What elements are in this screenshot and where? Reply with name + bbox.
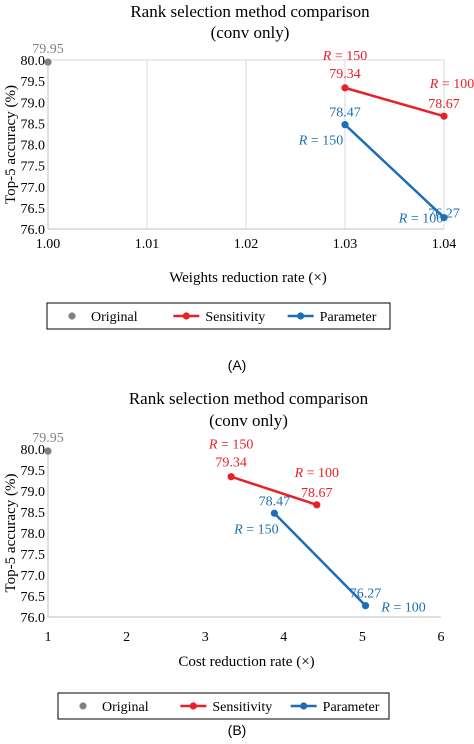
- chart-title: (conv only): [209, 411, 288, 430]
- rank-label-parameter: R = 150: [233, 522, 278, 537]
- x-tick-label: 1.03: [333, 237, 358, 252]
- series-line-parameter: [344, 123, 445, 219]
- data-label-parameter: 78.47: [329, 106, 361, 121]
- legend-marker-parameter: [300, 702, 308, 710]
- y-tick-label: 78.0: [21, 527, 46, 542]
- rank-label-parameter: R = 100: [398, 212, 443, 227]
- x-tick-label: 1.04: [432, 237, 457, 252]
- data-label-original: 79.95: [32, 431, 64, 446]
- data-label-sensitivity: 78.67: [428, 97, 460, 112]
- chart-panel-a: Rank selection method comparison (conv on…: [3, 2, 474, 373]
- legend-label-sensitivity: Sensitivity: [205, 310, 265, 325]
- series-line-parameter: [273, 512, 367, 607]
- y-tick-label: 79.5: [21, 464, 46, 479]
- y-tick-label: 76.5: [21, 202, 46, 217]
- x-tick-label: 1.02: [234, 237, 259, 252]
- x-axis-label: Cost reduction rate (×): [178, 654, 314, 670]
- data-label-parameter: 76.27: [428, 207, 460, 222]
- legend-marker-original: [79, 702, 87, 710]
- rank-label-sensitivity: R = 100: [294, 466, 339, 481]
- legend-marker-original: [68, 312, 76, 320]
- rank-label-parameter: R = 100: [380, 601, 425, 616]
- x-axis-label: Weights reduction rate (×): [169, 270, 327, 286]
- legend-marker-sensitivity: [189, 702, 197, 710]
- legend-marker-sensitivity: [182, 312, 190, 320]
- data-point-original: [44, 58, 52, 66]
- chart-panel-b: Rank selection method comparison (conv on…: [3, 389, 445, 738]
- data-label-sensitivity: 79.34: [329, 67, 361, 82]
- legend-label-original: Original: [102, 700, 149, 715]
- x-tick-label: 3: [202, 630, 209, 645]
- data-point-parameter: [270, 509, 278, 517]
- y-tick-label: 79.0: [21, 96, 46, 111]
- data-point-original: [44, 447, 52, 455]
- data-point-parameter: [361, 602, 370, 610]
- y-tick-label: 77.0: [21, 569, 46, 584]
- y-tick-label: 79.0: [21, 485, 46, 500]
- rank-label-sensitivity: R = 150: [208, 438, 253, 453]
- rank-label-sensitivity: R = 100: [429, 77, 474, 92]
- data-point-parameter: [341, 121, 349, 129]
- y-tick-label: 76.0: [21, 223, 46, 238]
- legend: Original Sensitivity Parameter: [46, 302, 391, 330]
- x-tick-label: 2: [123, 630, 130, 645]
- y-tick-label: 77.5: [21, 548, 46, 563]
- legend-box: [57, 692, 390, 720]
- chart-title: Rank selection method comparison: [129, 389, 369, 408]
- x-tick-label: 1.00: [36, 237, 61, 252]
- y-tick-label: 76.0: [21, 611, 46, 626]
- x-tick-label: 6: [438, 630, 445, 645]
- panel-label: (B): [228, 722, 247, 738]
- y-tick-label: 79.5: [21, 75, 46, 90]
- y-axis-label: Top-5 accuracy (%): [3, 85, 19, 204]
- x-tick-label: 5: [359, 630, 366, 645]
- data-label-parameter: 76.27: [350, 587, 382, 602]
- data-point-sensitivity: [341, 84, 349, 92]
- legend-box: [46, 302, 391, 330]
- rank-label-sensitivity: R = 150: [322, 49, 367, 64]
- legend-label-parameter: Parameter: [320, 310, 377, 325]
- legend-label-sensitivity: Sensitivity: [212, 700, 272, 715]
- data-point-sensitivity: [313, 501, 321, 509]
- chart-title: (conv only): [211, 23, 290, 42]
- data-point-parameter: [440, 213, 448, 222]
- x-tick-label: 1.01: [135, 237, 160, 252]
- data-label-parameter: 78.47: [259, 494, 291, 509]
- series-line-sensitivity: [230, 475, 318, 507]
- x-tick-label: 4: [280, 630, 287, 645]
- y-tick-label: 78.5: [21, 506, 46, 521]
- data-label-original: 79.95: [32, 42, 64, 57]
- y-tick-label: 78.5: [21, 117, 46, 132]
- legend-label-original: Original: [91, 310, 138, 325]
- chart-title: Rank selection method comparison: [130, 2, 370, 21]
- data-label-sensitivity: 78.67: [301, 486, 333, 501]
- y-tick-label: 76.5: [21, 590, 46, 605]
- y-tick-label: 80.0: [21, 54, 46, 69]
- legend-label-parameter: Parameter: [323, 700, 380, 715]
- y-tick-label: 80.0: [21, 443, 46, 458]
- y-axis-label: Top-5 accuracy (%): [3, 474, 19, 593]
- legend-marker-parameter: [297, 312, 305, 320]
- x-tick-label: 1: [45, 630, 52, 645]
- legend: Original Sensitivity Parameter: [57, 692, 390, 720]
- rank-label-parameter: R = 150: [298, 134, 343, 149]
- data-point-sensitivity: [227, 473, 235, 481]
- series-line-sensitivity: [344, 86, 445, 118]
- data-label-sensitivity: 79.34: [215, 456, 247, 471]
- y-tick-label: 77.0: [21, 181, 46, 196]
- y-tick-label: 77.5: [21, 160, 46, 175]
- data-point-sensitivity: [440, 112, 448, 120]
- panel-label: (A): [228, 357, 247, 373]
- y-tick-label: 78.0: [21, 139, 46, 154]
